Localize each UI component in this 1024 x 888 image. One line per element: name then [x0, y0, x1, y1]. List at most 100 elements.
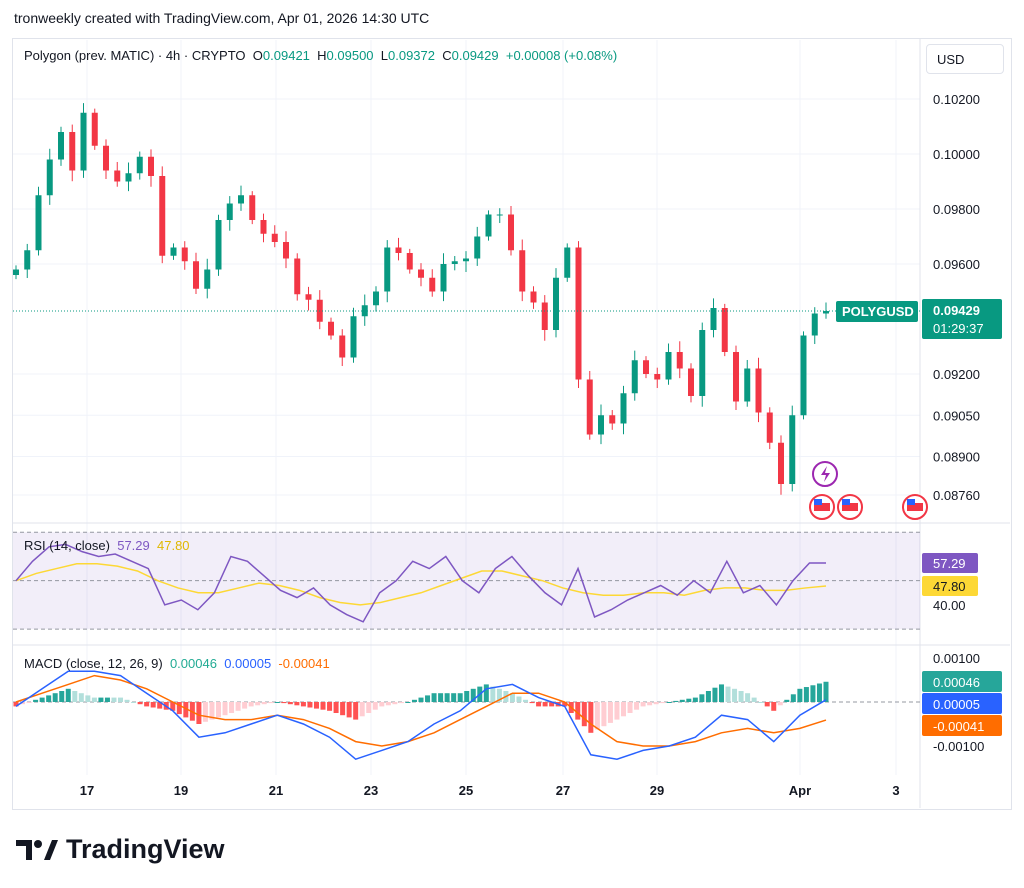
- macd-histogram-bar: [431, 693, 437, 702]
- macd-histogram-bar: [464, 691, 470, 702]
- macd-histogram-bar: [39, 697, 45, 702]
- macd-histogram-bar: [229, 702, 235, 713]
- candle-body: [598, 415, 604, 435]
- macd-histogram-bar: [261, 702, 267, 705]
- macd-histogram-bar: [366, 702, 372, 713]
- macd-histogram-bar: [359, 702, 365, 717]
- macd-histogram-bar: [627, 702, 633, 713]
- macd-histogram-bar: [385, 702, 391, 706]
- price-tick: 0.08760: [933, 488, 980, 503]
- macd-histogram-bar: [255, 702, 261, 706]
- candle-body: [58, 132, 64, 160]
- us-flag-stripes: [842, 503, 858, 511]
- macd-histogram-bar: [536, 702, 542, 707]
- macd-histogram-bar: [281, 702, 287, 704]
- macd-histogram-bar: [666, 702, 672, 703]
- macd-histogram-bar: [248, 702, 254, 707]
- macd-histogram-bar: [425, 695, 431, 702]
- macd-histogram-bar: [111, 697, 117, 702]
- candle-body: [564, 247, 571, 278]
- attribution: tronweekly created with TradingView.com,…: [14, 10, 430, 26]
- candle-body: [575, 247, 582, 380]
- macd-histogram-bar: [379, 702, 385, 707]
- macd-histogram-bar: [320, 702, 326, 710]
- macd-histogram-bar: [78, 693, 84, 702]
- macd-histogram-bar: [705, 691, 711, 702]
- macd-histogram-bar: [202, 702, 208, 722]
- close-value: 0.09429: [451, 48, 499, 63]
- tradingview-logo: TradingView: [16, 834, 225, 865]
- candle-body: [350, 316, 357, 358]
- candle-body: [271, 233, 278, 242]
- macd-histogram-bar: [294, 702, 300, 706]
- candle-body: [496, 214, 503, 216]
- candle-body: [294, 258, 301, 295]
- price-tick: 0.08900: [933, 450, 980, 465]
- macd-histogram-bar: [124, 699, 130, 702]
- us-flag-stripes: [814, 503, 830, 511]
- macd-histogram-bar: [222, 702, 228, 716]
- macd-histogram-bar: [287, 702, 293, 705]
- macd-histogram-bar: [679, 699, 685, 702]
- candle-body: [406, 253, 413, 270]
- macd-histogram-bar: [98, 697, 104, 702]
- currency-button[interactable]: USD: [926, 44, 1004, 74]
- macd-histogram-bar: [692, 697, 698, 702]
- candle-body: [631, 360, 638, 394]
- time-tick: 3: [892, 783, 899, 798]
- low-value: 0.09372: [388, 48, 435, 63]
- candle-body: [260, 220, 267, 234]
- macd-histogram-bar: [764, 702, 770, 707]
- rsi-line: [15, 543, 826, 623]
- macd-histogram-bar: [307, 702, 313, 708]
- candle-body: [103, 145, 109, 171]
- macd-histogram-bar: [104, 697, 110, 702]
- candle-body: [215, 220, 222, 270]
- open-value: 0.09421: [262, 48, 310, 63]
- macd-histogram-bar: [176, 702, 182, 715]
- candle-body: [125, 173, 132, 182]
- macd-histogram-bar: [790, 694, 796, 702]
- candle-body: [170, 247, 177, 256]
- macd-histogram-bar: [771, 702, 777, 711]
- macd-histogram-bar: [523, 699, 529, 702]
- candle-body: [339, 335, 346, 358]
- price-tick: 0.09600: [933, 257, 980, 272]
- candle-body: [114, 170, 121, 182]
- macd-histogram-bar: [634, 702, 640, 710]
- macd-histogram-bar: [405, 702, 411, 703]
- time-tick: 21: [269, 783, 283, 798]
- candle-body: [508, 214, 514, 251]
- price-tag: [922, 299, 1002, 340]
- candle-body: [148, 156, 154, 176]
- candle-body: [305, 294, 312, 300]
- macd-histogram-bar: [274, 702, 280, 703]
- time-tick: 23: [364, 783, 378, 798]
- macd-histogram-bar: [144, 702, 150, 707]
- rsi-ma-value: 47.80: [933, 579, 966, 594]
- candle-body: [440, 264, 447, 292]
- candle-body: [811, 313, 818, 336]
- macd-histogram-bar: [594, 702, 600, 730]
- candle-body: [451, 261, 458, 264]
- macd-histogram-bar: [607, 702, 613, 723]
- candle-body: [744, 368, 751, 402]
- candle-body: [91, 112, 98, 146]
- us-flag-canton: [814, 499, 822, 505]
- candle-body: [733, 352, 739, 402]
- lightning-icon-glyph: [821, 466, 830, 482]
- candle-body: [665, 352, 672, 380]
- macd-histogram-bar: [372, 702, 378, 710]
- candle-body: [181, 247, 188, 262]
- macd-histogram-bar: [444, 693, 450, 702]
- candle-body: [395, 247, 402, 253]
- candle-body: [226, 203, 233, 220]
- candle-body: [384, 247, 391, 292]
- macd-histogram-bar: [529, 702, 535, 704]
- symbol-title: Polygon (prev. MATIC) · 4h · CRYPTO: [24, 48, 246, 63]
- macd-histogram-bar: [751, 697, 757, 702]
- macd-histogram-bar: [451, 693, 457, 702]
- candle-body: [283, 242, 289, 259]
- time-tick: 27: [556, 783, 570, 798]
